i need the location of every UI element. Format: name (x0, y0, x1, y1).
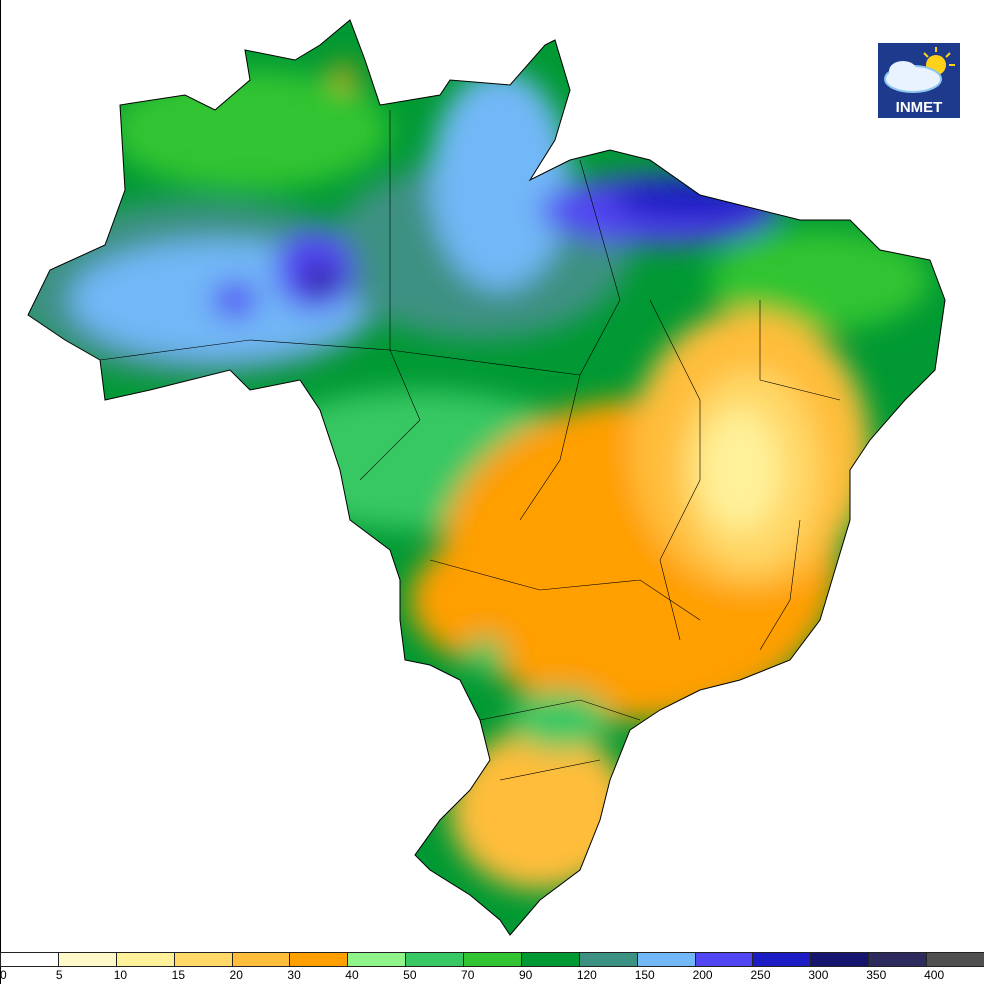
legend-label: 5 (55, 968, 63, 982)
legend-swatch (868, 952, 928, 967)
logo-text: INMET (895, 99, 943, 116)
legend-label: 10 (113, 968, 128, 982)
legend-swatch (0, 952, 59, 967)
legend-swatch (752, 952, 812, 967)
legend-label: 150 (634, 968, 655, 982)
legend-label: 300 (808, 968, 829, 982)
legend-swatch (694, 952, 754, 967)
legend-label: 30 (287, 968, 301, 982)
legend-swatch (520, 952, 580, 967)
precipitation-map (27, 19, 946, 936)
legend-label: 120 (576, 968, 597, 982)
legend-label: 250 (750, 968, 771, 982)
legend-label: 20 (229, 968, 243, 982)
legend-swatch (231, 952, 291, 967)
legend-swatch (173, 952, 233, 967)
legend-swatch (463, 952, 522, 967)
legend-label: 50 (403, 968, 417, 982)
legend-label: 70 (461, 968, 475, 982)
legend-swatch (578, 952, 638, 967)
legend-swatch (289, 952, 349, 967)
legend-label: 350 (866, 968, 887, 982)
frame-border (0, 0, 1, 984)
legend-swatch (636, 952, 696, 967)
legend-label: 200 (692, 968, 713, 982)
legend-swatch (810, 952, 870, 967)
legend-label: 15 (171, 968, 185, 982)
legend-label: 400 (924, 968, 945, 982)
legend-swatch (115, 952, 175, 967)
legend-label: 90 (518, 968, 533, 982)
legend-label: 0 (0, 968, 7, 982)
precipitation-field (28, 20, 945, 935)
legend-swatch (405, 952, 465, 967)
cloud-sun-icon (884, 47, 955, 93)
legend-label: 40 (345, 968, 359, 982)
color-legend: 0 5 10 15 20 30 40 50 70 90 120 150 200 250 300 350 400 (0, 952, 984, 984)
legend-swatch (926, 952, 984, 967)
legend-swatch (347, 952, 407, 967)
legend-swatch (57, 952, 117, 967)
state-borders (99, 110, 841, 781)
inmet-logo: INMET (878, 43, 960, 118)
